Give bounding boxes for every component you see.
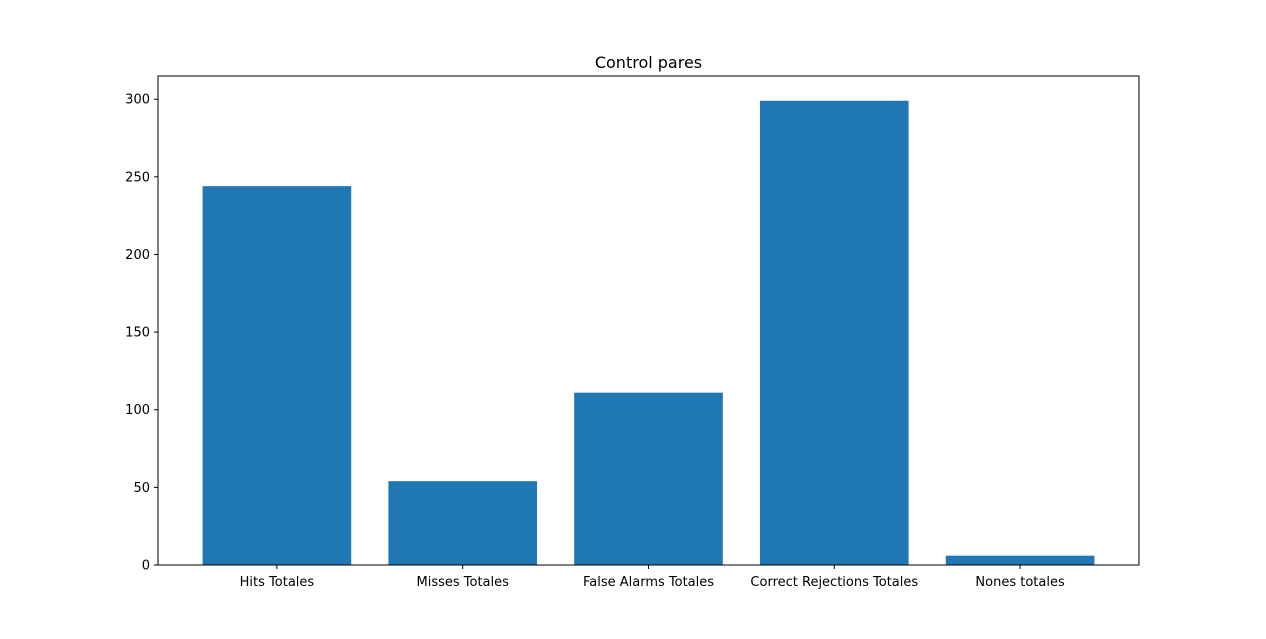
chart-title: Control pares — [595, 53, 702, 72]
bar-false-alarms-totales — [574, 392, 723, 565]
bar-misses-totales — [388, 481, 538, 565]
y-tick-label: 150 — [125, 326, 150, 341]
bars-layer — [202, 100, 1095, 565]
bar-hits-totales — [202, 186, 352, 565]
x-tick-label: Nones totales — [975, 575, 1065, 590]
x-tick-label: Misses Totales — [416, 575, 509, 590]
y-tick-label: 300 — [125, 93, 150, 108]
y-tick-label: 250 — [125, 170, 150, 185]
bar-nones-totales — [945, 555, 1095, 565]
x-tick-label: False Alarms Totales — [583, 575, 714, 590]
x-tick-label: Hits Totales — [240, 575, 315, 590]
x-tick-label: Correct Rejections Totales — [750, 575, 918, 590]
bar-correct-rejections-totales — [759, 100, 909, 565]
y-tick-label: 0 — [142, 559, 150, 574]
axes-layer: 0 50 100 150 200 250 300 Hits Totales Misses Tot… — [125, 75, 1140, 590]
y-tick-label: 100 — [125, 403, 150, 418]
y-tick-label: 50 — [133, 481, 150, 496]
y-tick-label: 200 — [125, 248, 150, 263]
